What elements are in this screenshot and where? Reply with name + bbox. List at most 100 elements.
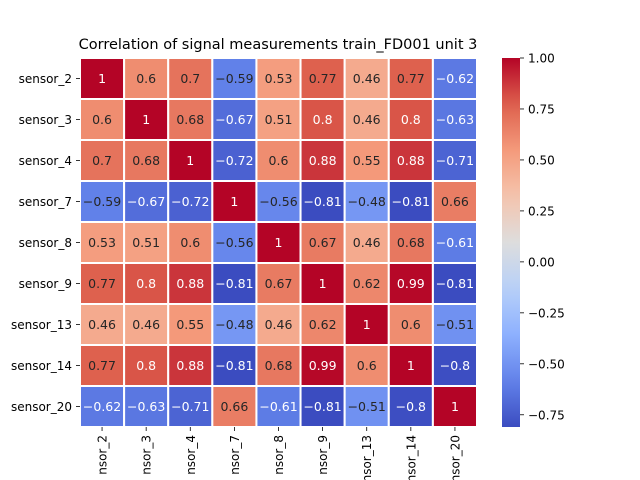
heatmap-cell [211,344,258,387]
x-tick-label: nsor_14 [404,435,418,480]
cell-value-label: −0.72 [171,194,209,209]
cell-value-label: −0.51 [436,317,474,332]
cell-value-label: 0.8 [136,358,156,373]
cell-value-label: 1 [275,235,283,250]
y-tick-labels: sensor_2 sensor_3 sensor_4 sensor_7 sensor_8… [11,72,80,414]
cell-value-label: 0.88 [176,358,204,373]
heatmap-cell [431,139,478,182]
cell-value-label: −0.51 [348,399,386,414]
y-tick-label: sensor_2 [19,72,72,86]
cell-value-label: 0.55 [353,153,381,168]
cell-value-label: −0.62 [436,71,474,86]
cell-value-label: 0.88 [397,153,425,168]
cell-value-label: −0.8 [396,399,426,414]
cell-value-label: 0.46 [353,235,381,250]
cell-value-label: 0.88 [176,276,204,291]
cell-value-label: −0.81 [436,276,474,291]
cell-value-label: −0.8 [440,358,470,373]
colorbar-tick-label: −0.50 [528,357,565,371]
cell-value-label: −0.71 [436,153,474,168]
heatmap-cell [79,344,126,387]
cell-value-label: −0.48 [348,194,386,209]
heatmap-cell [79,221,126,264]
cell-value-label: 0.88 [309,153,337,168]
cell-value-label: 0.53 [265,71,293,86]
cell-value-label: 0.62 [309,317,337,332]
heatmap-cell [299,344,346,387]
x-tick-label: nsor_4 [184,435,198,475]
heatmap-cell [343,385,390,428]
heatmap-cell [387,57,434,100]
colorbar-tick-label: −0.75 [528,408,565,422]
heatmap-cell [167,98,214,141]
cell-value-label: −0.67 [127,194,165,209]
heatmap-cell [123,139,170,182]
cell-value-label: 0.6 [401,317,421,332]
heatmap-cell [123,180,170,223]
cell-value-label: −0.48 [215,317,253,332]
chart-title: Correlation of signal measurements train… [79,37,478,53]
cell-value-label: −0.72 [215,153,253,168]
heatmap-cell [79,385,126,428]
heatmap-cell [255,139,302,182]
cell-value-label: 1 [451,399,459,414]
y-tick-label: sensor_4 [19,154,72,168]
cell-value-label: 0.8 [313,112,333,127]
y-tick-label: sensor_14 [11,359,72,373]
cell-value-label: 0.7 [92,153,112,168]
cell-value-label: 0.68 [132,153,160,168]
cell-value-label: −0.67 [215,112,253,127]
heatmap-cell [299,385,346,428]
y-tick-label: sensor_8 [19,236,72,250]
cell-value-label: −0.63 [436,112,474,127]
cell-value-label: 0.55 [176,317,204,332]
cell-value-label: 0.68 [265,358,293,373]
cell-value-label: −0.81 [392,194,430,209]
cell-value-label: −0.71 [171,399,209,414]
cell-value-label: 0.46 [88,317,116,332]
cell-value-label: 0.77 [397,71,425,86]
y-tick-label: sensor_13 [11,318,72,332]
colorbar-tick-label: 0.00 [528,255,555,269]
cell-value-label: −0.59 [215,71,253,86]
cell-value-label: 0.51 [265,112,293,127]
heatmap-cell [211,180,258,223]
y-tick-label: sensor_20 [11,400,72,414]
cell-value-label: 0.77 [88,358,116,373]
cell-value-label: −0.63 [127,399,165,414]
cell-value-label: 0.67 [265,276,293,291]
cell-value-label: 0.62 [353,276,381,291]
heatmap-cell [387,98,434,141]
cell-value-label: 0.99 [397,276,425,291]
cell-value-label: −0.61 [436,235,474,250]
heatmap-cell [79,262,126,305]
heatmap-cell [299,262,346,305]
cell-value-label: 0.53 [88,235,116,250]
colorbar-tick-label: 1.00 [528,52,555,66]
cell-value-label: 0.6 [269,153,289,168]
cell-value-label: 0.77 [88,276,116,291]
colorbar-gradient [502,58,520,427]
heatmap-cell [123,303,170,346]
y-tick-label: sensor_7 [19,195,72,209]
cell-value-label: 0.6 [357,358,377,373]
cell-value-label: 0.6 [92,112,112,127]
colorbar-tick-label: −0.25 [528,306,565,320]
heatmap-cell [255,303,302,346]
heatmap-cell [255,385,302,428]
cell-value-label: −0.61 [259,399,297,414]
cell-value-label: 0.51 [132,235,160,250]
x-tick-labels: nsor_2 nsor_3 nsor_4 nsor_7 nsor_8 nsor_9 nsor… [96,427,462,480]
cell-value-label: 1 [186,153,194,168]
heatmap-cell [431,344,478,387]
cell-value-label: −0.81 [303,194,341,209]
cell-value-label: 0.6 [136,71,156,86]
heatmap-cell [431,262,478,305]
heatmap-cell [431,180,478,223]
cell-value-label: 1 [319,276,327,291]
cell-value-label: −0.81 [215,358,253,373]
heatmap-cell [431,221,478,264]
heatmap-cell [123,385,170,428]
cell-value-label: 0.46 [353,112,381,127]
x-tick-label: nsor_13 [360,435,374,480]
